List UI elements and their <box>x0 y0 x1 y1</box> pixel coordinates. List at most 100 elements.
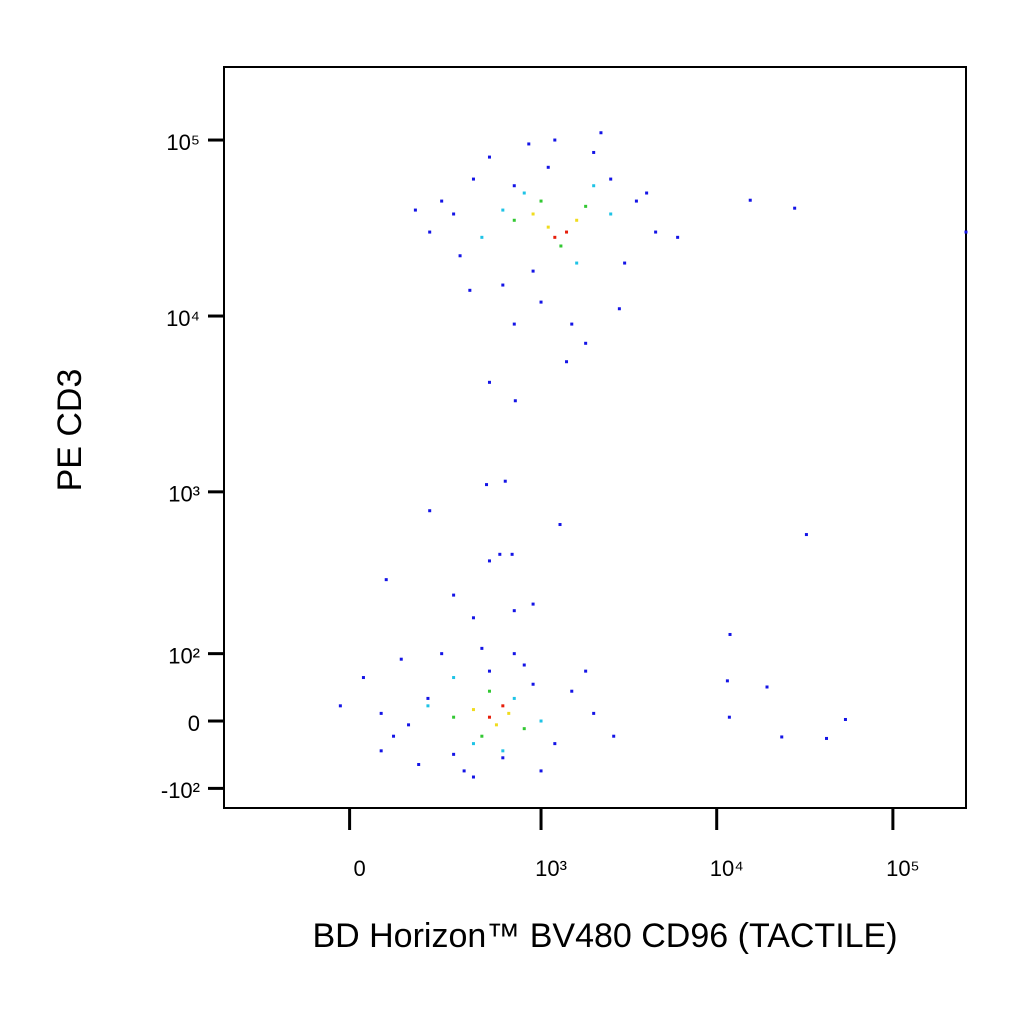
data-point <box>338 704 342 708</box>
data-point <box>553 235 557 239</box>
data-point <box>501 749 505 753</box>
data-point <box>440 652 444 656</box>
y-tick-label: 10⁴ <box>166 306 200 331</box>
y-tick-label: 10² <box>168 643 200 668</box>
data-point <box>575 218 579 222</box>
data-point <box>452 715 456 719</box>
data-point <box>843 717 847 721</box>
data-point <box>531 269 535 273</box>
data-point <box>480 734 484 738</box>
data-point <box>471 177 475 181</box>
data-point <box>539 719 543 723</box>
data-point <box>480 646 484 650</box>
data-point <box>501 283 505 287</box>
data-point <box>487 715 491 719</box>
x-tick-label: 0 <box>353 856 365 881</box>
data-point <box>379 749 383 753</box>
data-point <box>599 131 603 135</box>
x-tick-label: 10⁵ <box>886 856 920 881</box>
data-point <box>570 322 574 326</box>
data-point <box>487 689 491 693</box>
data-point <box>539 300 543 304</box>
data-point <box>426 704 430 708</box>
data-point <box>617 307 621 311</box>
data-point <box>487 669 491 673</box>
data-point <box>407 723 411 727</box>
data-point <box>623 261 627 265</box>
data-point <box>384 578 388 582</box>
data-point <box>645 191 649 195</box>
data-point <box>531 682 535 686</box>
data-point <box>964 230 968 234</box>
data-point <box>379 711 383 715</box>
data-point <box>748 198 752 202</box>
data-point <box>793 206 797 210</box>
data-point <box>654 230 658 234</box>
data-point <box>522 663 526 667</box>
y-tick-label: 10³ <box>168 482 200 507</box>
data-point <box>825 736 829 740</box>
data-point <box>539 199 543 203</box>
data-point <box>553 138 557 142</box>
plot-frame <box>223 66 967 809</box>
data-point <box>503 479 507 483</box>
data-point <box>501 208 505 212</box>
data-point <box>487 380 491 384</box>
data-point <box>527 142 531 146</box>
data-point <box>539 769 543 773</box>
data-point <box>575 261 579 265</box>
data-point <box>485 483 489 487</box>
data-point <box>399 657 403 661</box>
data-point <box>727 715 731 719</box>
x-tick-label: 10³ <box>535 856 567 881</box>
data-point <box>804 533 808 537</box>
data-point <box>780 735 784 739</box>
x-axis-title: BD Horizon™ BV480 CD96 (TACTILE) <box>312 917 897 955</box>
data-point <box>609 212 613 216</box>
data-point <box>428 230 432 234</box>
data-point <box>452 593 456 597</box>
data-point <box>592 184 596 188</box>
data-point <box>512 652 516 656</box>
data-point <box>471 742 475 746</box>
data-point <box>522 191 526 195</box>
data-point <box>725 679 729 683</box>
data-point <box>584 341 588 345</box>
data-point <box>462 769 466 773</box>
data-point <box>428 509 432 513</box>
data-point <box>392 734 396 738</box>
data-point <box>522 727 526 731</box>
data-point <box>634 199 638 203</box>
y-tick-label: -10² <box>161 778 200 803</box>
data-point <box>417 762 421 766</box>
data-point <box>512 609 516 613</box>
data-point <box>468 288 472 292</box>
data-point <box>487 155 491 159</box>
data-point <box>559 244 563 248</box>
data-point <box>570 689 574 693</box>
data-point <box>501 704 505 708</box>
data-point <box>565 360 569 364</box>
data-point <box>765 685 769 689</box>
data-point <box>512 184 516 188</box>
data-point <box>487 559 491 563</box>
y-axis-title: PE CD3 <box>51 369 89 492</box>
y-tick-label: 0 <box>188 711 200 736</box>
data-point <box>609 177 613 181</box>
data-point <box>413 208 417 212</box>
data-point <box>452 212 456 216</box>
data-point <box>531 602 535 606</box>
data-point <box>546 225 550 229</box>
data-point <box>546 165 550 169</box>
data-point <box>510 552 514 556</box>
data-point <box>480 235 484 239</box>
data-point <box>512 696 516 700</box>
data-point <box>565 230 569 234</box>
data-point <box>513 399 517 403</box>
data-point <box>592 150 596 154</box>
data-point <box>512 218 516 222</box>
x-tick-label: 10⁴ <box>710 856 744 881</box>
data-point <box>612 734 616 738</box>
data-point <box>458 254 462 258</box>
